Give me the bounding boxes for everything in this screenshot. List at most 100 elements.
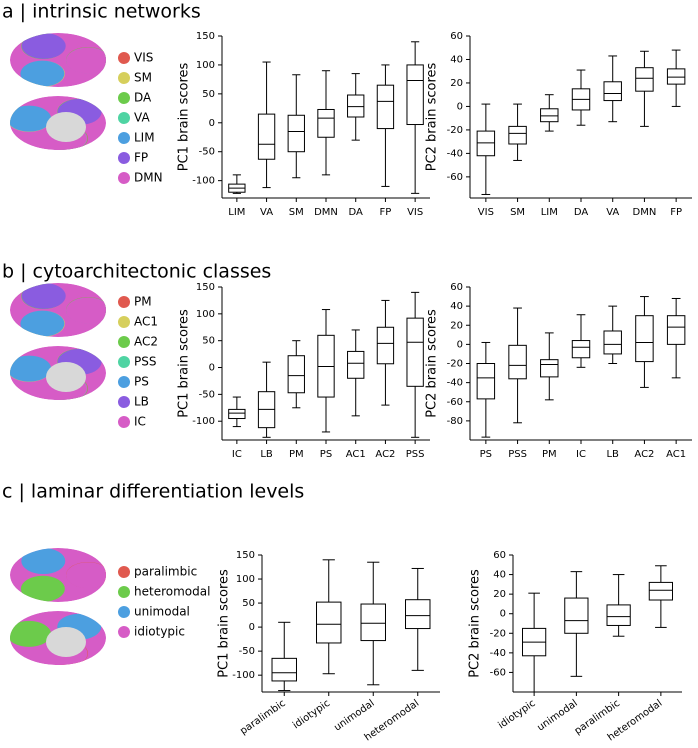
legend-label: LB xyxy=(134,395,149,409)
y-tick-label: -100 xyxy=(232,670,255,681)
y-tick-label: 0 xyxy=(209,118,215,129)
x-tick-label: VA xyxy=(606,207,619,218)
x-tick-label: paralimbic xyxy=(238,698,287,737)
box xyxy=(376,326,395,365)
y-tick-label: -50 xyxy=(199,147,215,158)
brain-medial xyxy=(46,627,86,657)
brain-patch xyxy=(65,562,106,589)
x-tick-label: VIS xyxy=(407,207,423,218)
x-tick-label: idiotypic xyxy=(291,698,332,731)
box xyxy=(287,114,305,153)
box xyxy=(405,599,431,630)
brain-patch xyxy=(10,355,52,382)
y-tick-label: -60 xyxy=(447,172,463,183)
x-tick-label: AC2 xyxy=(634,449,654,460)
box xyxy=(508,344,527,380)
box xyxy=(564,597,589,634)
y-axis-label: PC2 brain scores xyxy=(425,62,440,171)
box xyxy=(476,363,496,400)
y-tick-label: -80 xyxy=(447,416,463,427)
legend-swatch xyxy=(118,336,130,348)
brain-patch xyxy=(65,47,106,74)
y-axis-label: PC1 brain scores xyxy=(177,62,192,171)
box xyxy=(376,84,395,130)
legend-label: heteromodal xyxy=(134,585,210,599)
brain xyxy=(10,283,106,337)
box xyxy=(603,330,622,355)
box xyxy=(635,67,654,92)
legend-swatch xyxy=(118,626,130,638)
legend-label: FP xyxy=(134,151,148,165)
y-axis-label: PC2 brain scores xyxy=(468,569,483,678)
x-tick-label: VIS xyxy=(478,207,494,218)
box xyxy=(228,408,246,420)
legend-label: paralimbic xyxy=(134,565,197,579)
y-tick-label: -40 xyxy=(490,648,506,659)
legend-label: idiotypic xyxy=(134,625,185,639)
legend-swatch xyxy=(118,316,130,328)
x-tick-label: PS xyxy=(320,449,332,460)
brain xyxy=(10,96,106,150)
box xyxy=(603,81,622,102)
legend-label: IC xyxy=(134,415,146,429)
brain-patch xyxy=(20,575,65,602)
x-tick-label: AC1 xyxy=(346,449,366,460)
x-tick-label: PM xyxy=(289,449,304,460)
x-tick-label: LB xyxy=(260,449,273,460)
x-tick-label: DMN xyxy=(314,207,338,218)
brain xyxy=(10,346,106,400)
y-axis-label: PC1 brain scores xyxy=(217,569,232,678)
brain-patch xyxy=(20,60,65,87)
legend-swatch xyxy=(118,92,130,104)
y-axis-label: PC2 brain scores xyxy=(425,309,440,418)
y-tick-label: -50 xyxy=(239,646,255,657)
brain-patch xyxy=(10,620,51,647)
y-tick-label: -20 xyxy=(447,125,463,136)
y-tick-label: 100 xyxy=(236,574,255,585)
y-tick-label: 150 xyxy=(196,282,215,293)
box xyxy=(271,657,297,682)
legend-swatch xyxy=(118,296,130,308)
y-tick-label: 50 xyxy=(202,336,215,347)
y-tick-label: -20 xyxy=(490,628,506,639)
y-tick-label: 60 xyxy=(450,282,463,293)
box xyxy=(360,603,386,642)
y-tick-label: 150 xyxy=(236,550,255,561)
y-tick-label: 0 xyxy=(457,339,463,350)
y-tick-label: 20 xyxy=(450,320,463,331)
y-tick-label: -100 xyxy=(192,416,215,427)
box xyxy=(648,581,673,601)
panel-title: a | intrinsic networks xyxy=(2,1,201,23)
legend-swatch xyxy=(118,112,130,124)
panel-title: b | cytoarchitectonic classes xyxy=(2,261,271,283)
box xyxy=(540,108,559,123)
x-tick-label: VA xyxy=(260,207,273,218)
x-tick-label: LB xyxy=(606,449,619,460)
y-tick-label: 60 xyxy=(450,31,463,42)
box xyxy=(316,601,342,644)
y-tick-label: 40 xyxy=(450,54,463,65)
legend-swatch xyxy=(118,566,130,578)
box xyxy=(666,315,686,345)
x-tick-label: PM xyxy=(542,449,557,460)
x-tick-label: DA xyxy=(349,207,364,218)
y-tick-label: 0 xyxy=(209,363,215,374)
legend-swatch xyxy=(118,52,130,64)
legend-label: PSS xyxy=(134,355,156,369)
y-tick-label: 50 xyxy=(242,598,255,609)
y-tick-label: 50 xyxy=(202,89,215,100)
y-tick-label: 0 xyxy=(500,609,506,620)
box xyxy=(287,355,305,394)
y-tick-label: 40 xyxy=(450,301,463,312)
box xyxy=(406,64,424,126)
brain-patch xyxy=(21,33,66,59)
x-tick-label: PSS xyxy=(406,449,425,460)
y-tick-label: 60 xyxy=(493,550,506,561)
y-tick-label: -50 xyxy=(199,389,215,400)
brain-patch xyxy=(65,297,106,324)
y-tick-label: 150 xyxy=(196,31,215,42)
legend-swatch xyxy=(118,376,130,388)
x-tick-label: FP xyxy=(380,207,392,218)
box xyxy=(508,125,527,145)
legend-label: AC2 xyxy=(134,335,158,349)
